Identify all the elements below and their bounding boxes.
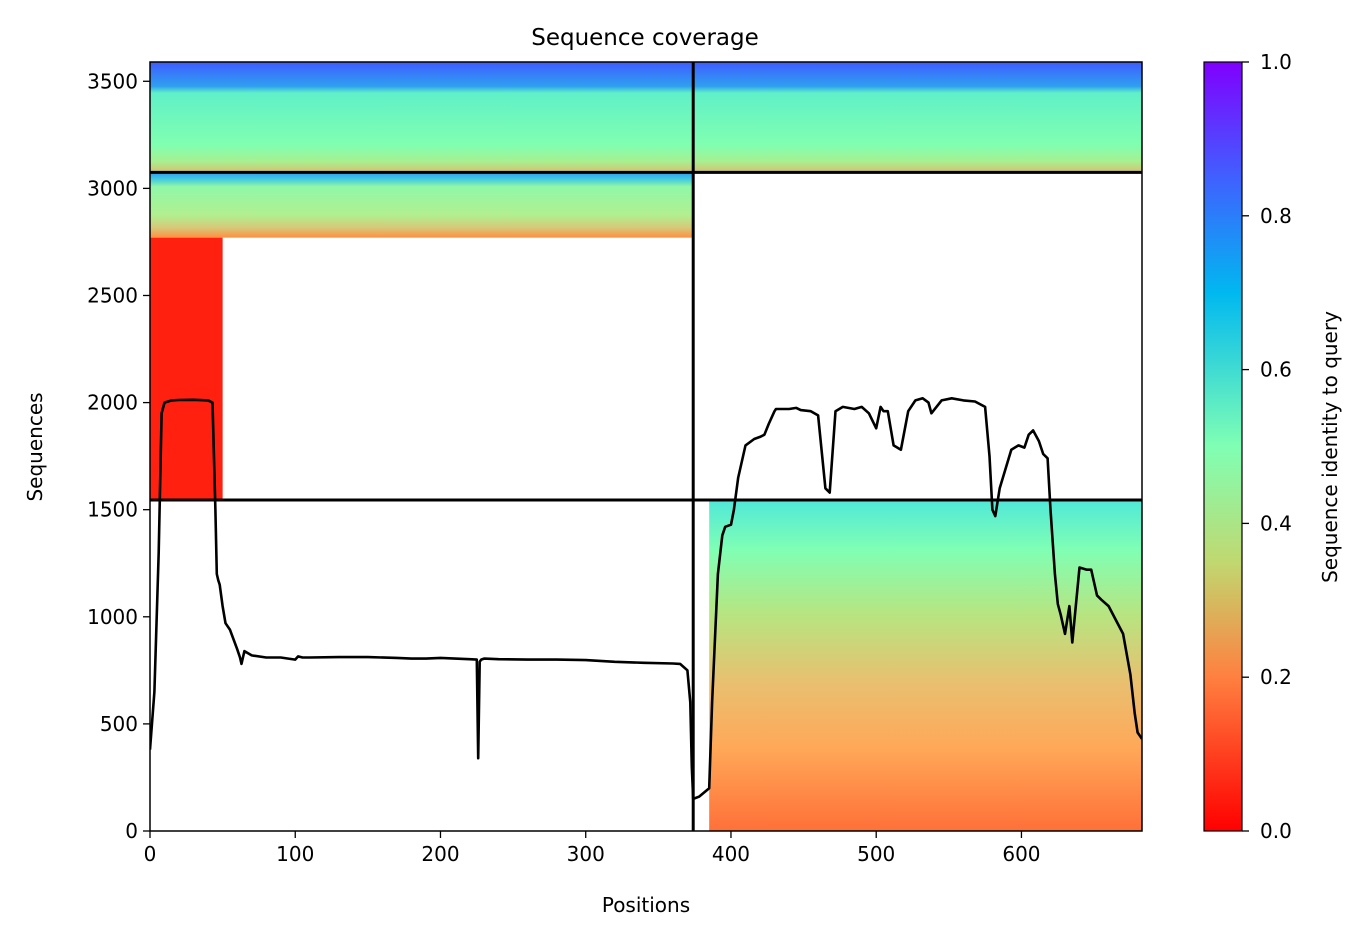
- colorbar-tick-label: 0.8: [1260, 204, 1292, 228]
- colorbar-axis: 0.0 0.2 0.4 0.6 0.8 1.0: [1242, 50, 1292, 843]
- y-tick-label: 3500: [87, 69, 138, 93]
- y-tick-label: 1500: [87, 498, 138, 522]
- chart-title: Sequence coverage: [531, 25, 759, 51]
- y-tick-label: 0: [125, 819, 138, 843]
- colorbar-tick-label: 0.2: [1260, 665, 1292, 689]
- x-tick-label: 600: [1002, 842, 1040, 866]
- y-tick-label: 2000: [87, 391, 138, 415]
- coverage-line: [150, 397, 1142, 801]
- x-tick-label: 0: [144, 842, 157, 866]
- chain-boundary-lines: [150, 62, 1142, 831]
- x-axis: 0 100 200 300 400 500 600: [144, 831, 1041, 866]
- colorbar-tick-label: 0.0: [1260, 819, 1292, 843]
- x-tick-label: 500: [857, 842, 895, 866]
- msa-coverage-blocks: [150, 62, 1142, 831]
- coverage-block: [150, 62, 1142, 173]
- y-axis: 0 500 1000 1500 2000 2500 3000 3500: [87, 69, 150, 843]
- y-tick-label: 2500: [87, 283, 138, 307]
- plot-area: [150, 62, 1142, 831]
- colorbar-tick-label: 0.4: [1260, 511, 1292, 535]
- x-tick-label: 100: [276, 842, 314, 866]
- plot-frame: [149, 61, 1143, 832]
- colorbar: [1203, 61, 1243, 832]
- x-tick-label: 400: [712, 842, 750, 866]
- x-tick-label: 300: [567, 842, 605, 866]
- colorbar-tick-label: 1.0: [1260, 50, 1292, 74]
- y-axis-label: Sequences: [23, 392, 47, 501]
- colorbar-label: Sequence identity to query: [1318, 311, 1342, 583]
- coverage-block: [150, 172, 694, 238]
- coverage-block: [709, 500, 1142, 831]
- y-tick-label: 1000: [87, 605, 138, 629]
- coverage-block: [150, 237, 223, 501]
- y-tick-label: 3000: [87, 176, 138, 200]
- x-axis-label: Positions: [602, 893, 690, 917]
- x-tick-label: 200: [421, 842, 459, 866]
- colorbar-tick-label: 0.6: [1260, 358, 1292, 382]
- y-tick-label: 500: [100, 712, 138, 736]
